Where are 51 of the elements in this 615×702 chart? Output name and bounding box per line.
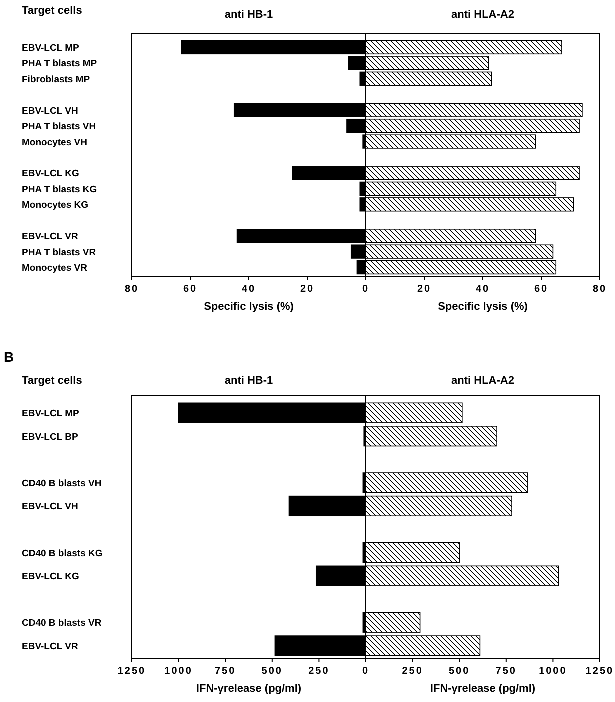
y-tick-label: EBV-LCL VR (22, 232, 78, 243)
y-tick-label: Monocytes KG (22, 200, 89, 212)
y-tick-label: CD40 B blasts VR (22, 618, 102, 630)
x-tick-label: 0 (362, 284, 370, 295)
x-axis-title: IFN-γrelease (pg/ml) (196, 683, 302, 695)
x-axis-title: Specific lysis (%) (438, 301, 528, 313)
x-tick-label: 40 (242, 284, 256, 295)
y-axis-title: Target cells (22, 375, 82, 387)
y-axis-title: Target cells (22, 5, 82, 17)
y-tick-label: EBV-LCL KG (22, 572, 80, 583)
x-tick-label: 20 (417, 284, 432, 295)
x-tick-label: 1000 (164, 666, 193, 677)
x-axis-title: IFN-γrelease (pg/ml) (430, 683, 536, 695)
chart-title: anti HB-1 (224, 9, 274, 21)
y-tick-label: PHA T blasts VR (22, 247, 96, 258)
y-tick-label: EBV-LCL MP (22, 408, 80, 420)
chart-title: anti HLA-A2 (452, 9, 514, 21)
x-tick-label: 250 (308, 666, 330, 677)
x-tick-label: 1250 (118, 666, 146, 677)
x-tick-label: 0 (362, 666, 370, 677)
y-tick-label: CD40 B blasts VH (22, 478, 102, 490)
chart-title: anti HB-1 (224, 375, 274, 387)
y-tick-label: Monocytes VR (22, 263, 88, 274)
y-tick-label: Monocytes VH (22, 137, 88, 148)
x-tick-label: 500 (449, 666, 470, 677)
chart-title: anti HLA-A2 (452, 375, 514, 387)
x-tick-label: 500 (262, 666, 283, 677)
y-tick-label: EBV-LCL KG (22, 168, 80, 180)
x-tick-label: 40 (476, 284, 490, 295)
y-tick-label: Fibroblasts MP (22, 74, 91, 86)
y-tick-label: CD40 B blasts KG (22, 548, 103, 560)
y-tick-label: EBV-LCL BP (22, 432, 79, 443)
y-tick-label: EBV-LCL VH (22, 106, 78, 117)
x-tick-label: 750 (496, 666, 517, 677)
x-tick-label: 60 (183, 284, 198, 295)
x-axis-title: Specific lysis (%) (204, 301, 294, 313)
x-tick-label: 750 (215, 666, 236, 677)
y-tick-label: EBV-LCL MP (22, 42, 80, 54)
x-tick-label: 1000 (539, 666, 568, 677)
x-tick-label: 250 (402, 666, 424, 677)
y-tick-label: EBV-LCL VR (22, 641, 78, 652)
text: B (4, 349, 14, 365)
x-tick-label: 20 (300, 284, 315, 295)
x-tick-label: 1250 (586, 666, 614, 677)
x-tick-label: 80 (592, 284, 608, 295)
y-tick-label: EBV-LCL VH (22, 502, 78, 513)
x-tick-label: 60 (534, 284, 549, 295)
y-tick-label: PHA T blasts KG (22, 184, 98, 196)
y-tick-label: PHA T blasts MP (22, 58, 98, 70)
y-tick-label: PHA T blasts VH (22, 122, 96, 133)
x-tick-label: 80 (124, 284, 140, 295)
